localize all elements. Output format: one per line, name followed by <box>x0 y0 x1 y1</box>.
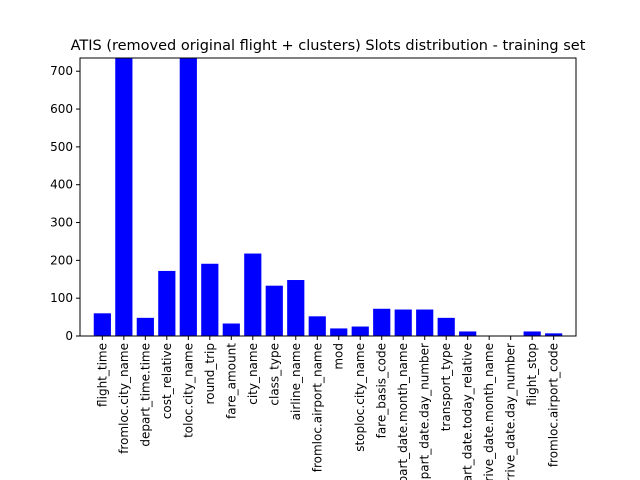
bar-fare_basis_code <box>373 308 391 336</box>
x-tick-label: flight_time <box>95 343 109 407</box>
bar-depart_date.month_name <box>394 309 412 336</box>
x-tick-label: fare_basis_code <box>375 343 389 438</box>
bar-depart_date.today_relative <box>459 331 477 336</box>
x-tick-label: airline_name <box>289 343 303 420</box>
x-tick-label: mod <box>332 343 346 370</box>
bar-city_name <box>244 253 262 336</box>
x-tick-label: depart_time.time <box>138 343 152 447</box>
x-tick-label: fromloc.airport_code <box>547 343 561 467</box>
bar-fromloc.airport_code <box>545 333 563 336</box>
y-axis: 0 100 200 300 400 500 600 700 <box>50 64 80 343</box>
bar-stoploc.city_name <box>351 326 369 336</box>
bar-cost_relative <box>158 270 176 336</box>
y-tick-label: 300 <box>50 216 73 230</box>
y-tick-label: 700 <box>50 64 73 78</box>
y-tick-label: 600 <box>50 102 73 116</box>
x-tick-label: stoploc.city_name <box>353 343 367 452</box>
x-tick-label: city_name <box>246 343 260 405</box>
y-tick-label: 100 <box>50 291 73 305</box>
bar-class_type <box>265 285 283 336</box>
x-tick-label: fare_amount <box>224 343 238 419</box>
bars-layer <box>93 58 563 336</box>
x-tick-label: toloc.city_name <box>181 343 195 438</box>
x-tick-label: fromloc.city_name <box>117 343 131 454</box>
x-tick-label: depart_date.day_number <box>418 343 432 480</box>
bar-flight_time <box>93 313 111 336</box>
bar-depart_date.day_number <box>416 309 434 336</box>
x-tick-label: depart_date.today_relative <box>461 343 475 480</box>
x-tick-label: depart_date.month_name <box>396 343 410 480</box>
x-tick-label: transport_type <box>439 343 453 431</box>
y-tick-label: 500 <box>50 140 73 154</box>
bar-toloc.city_name <box>179 58 197 336</box>
x-tick-label: flight_stop <box>525 343 539 406</box>
x-tick-label: fromloc.airport_name <box>310 343 324 472</box>
bar-mod <box>330 328 348 336</box>
x-tick-label: class_type <box>267 343 281 406</box>
bar-fare_amount <box>222 323 240 336</box>
x-tick-label: arrive_date.day_number <box>504 343 518 480</box>
bar-flight_stop <box>523 331 541 336</box>
bar-transport_type <box>437 317 455 336</box>
x-tick-label: round_trip <box>203 343 217 404</box>
y-tick-label: 0 <box>65 329 73 343</box>
plot-frame <box>79 57 577 337</box>
y-tick-label: 400 <box>50 178 73 192</box>
bar-round_trip <box>201 263 219 336</box>
bar-fromloc.airport_name <box>308 316 326 336</box>
y-tick-label: 200 <box>50 253 73 267</box>
x-tick-label: arrive_date.month_name <box>482 343 496 480</box>
bar-airline_name <box>287 280 305 336</box>
x-axis: flight_time fromloc.city_name depart_time.… <box>95 336 561 480</box>
bar-fromloc.city_name <box>115 58 133 336</box>
bar-depart_time.time <box>136 317 154 336</box>
x-tick-label: cost_relative <box>160 343 174 419</box>
chart-title: ATIS (removed original flight + clusters… <box>71 38 586 54</box>
